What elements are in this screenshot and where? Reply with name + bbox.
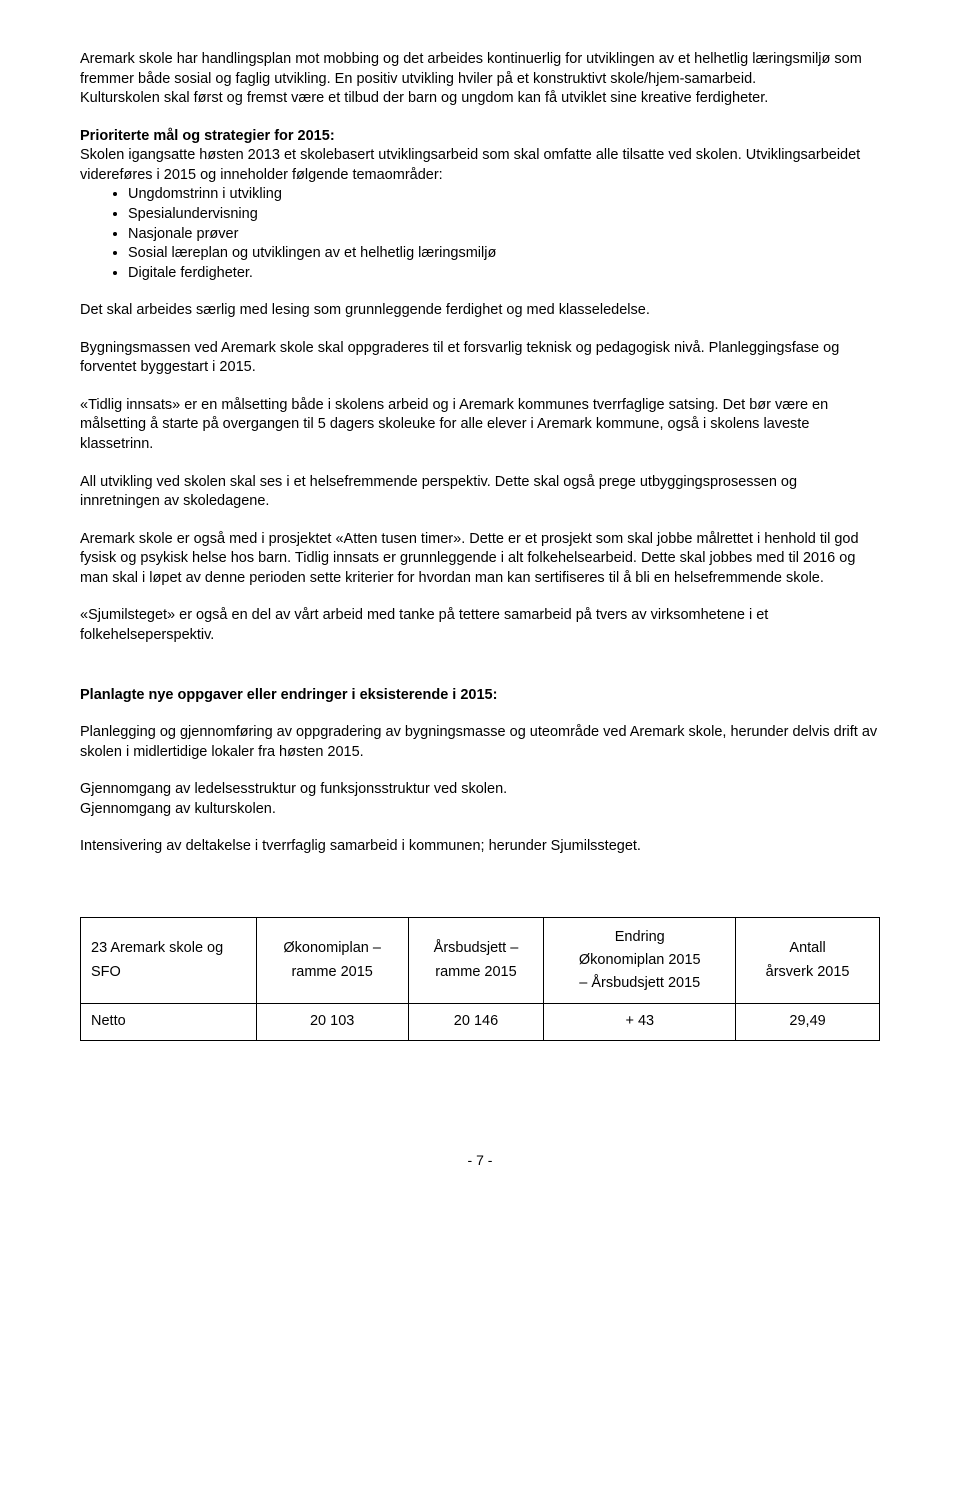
table-header-cell: Årsbudsjett – ramme 2015 xyxy=(408,917,544,1004)
table-header-cell: Antall årsverk 2015 xyxy=(736,917,880,1004)
table-cell: 20 146 xyxy=(408,1004,544,1041)
table-cell: 29,49 xyxy=(736,1004,880,1041)
paragraph: Bygningsmassen ved Aremark skole skal op… xyxy=(80,339,880,378)
table-header-cell: Økonomiplan – ramme 2015 xyxy=(256,917,408,1004)
paragraph: Det skal arbeides særlig med lesing som … xyxy=(80,301,880,321)
text: Skolen igangsatte høsten 2013 et skoleba… xyxy=(80,147,860,183)
paragraph: Aremark skole har handlingsplan mot mobb… xyxy=(80,50,880,109)
table-header-cell: 23 Aremark skole og SFO xyxy=(81,917,257,1004)
paragraph: Aremark skole er også med i prosjektet «… xyxy=(80,530,880,589)
paragraph: «Tidlig innsats» er en målsetting både i… xyxy=(80,396,880,455)
list-item: Spesialundervisning xyxy=(128,205,880,225)
list-item: Digitale ferdigheter. xyxy=(128,264,880,284)
table-cell: + 43 xyxy=(544,1004,736,1041)
paragraph: Gjennomgang av ledelsesstruktur og funks… xyxy=(80,780,880,819)
document-page: Aremark skole har handlingsplan mot mobb… xyxy=(0,0,960,1200)
table-header-cell: Endring Økonomiplan 2015 – Årsbudsjett 2… xyxy=(544,917,736,1004)
bullet-list: Ungdomstrinn i utvikling Spesialundervis… xyxy=(80,185,880,283)
text: Gjennomgang av ledelsesstruktur og funks… xyxy=(80,781,507,797)
section-heading-block: Prioriterte mål og strategier for 2015: … xyxy=(80,127,880,186)
budget-table: 23 Aremark skole og SFO Økonomiplan – ra… xyxy=(80,917,880,1041)
list-item: Nasjonale prøver xyxy=(128,225,880,245)
table-cell: Netto xyxy=(81,1004,257,1041)
table-header-row: 23 Aremark skole og SFO Økonomiplan – ra… xyxy=(81,917,880,1004)
table-cell: 20 103 xyxy=(256,1004,408,1041)
paragraph: Intensivering av deltakelse i tverrfagli… xyxy=(80,837,880,857)
text: Aremark skole har handlingsplan mot mobb… xyxy=(80,51,862,87)
text: Kulturskolen skal først og fremst være e… xyxy=(80,90,768,106)
section-heading: Prioriterte mål og strategier for 2015: xyxy=(80,128,335,144)
table-row: Netto 20 103 20 146 + 43 29,49 xyxy=(81,1004,880,1041)
list-item: Ungdomstrinn i utvikling xyxy=(128,185,880,205)
page-number: - 7 - xyxy=(80,1151,880,1170)
text: Gjennomgang av kulturskolen. xyxy=(80,801,276,817)
paragraph: «Sjumilsteget» er også en del av vårt ar… xyxy=(80,606,880,645)
paragraph: All utvikling ved skolen skal ses i et h… xyxy=(80,473,880,512)
list-item: Sosial læreplan og utviklingen av et hel… xyxy=(128,244,880,264)
section-heading: Planlagte nye oppgaver eller endringer i… xyxy=(80,686,880,706)
paragraph: Planlegging og gjennomføring av oppgrade… xyxy=(80,723,880,762)
